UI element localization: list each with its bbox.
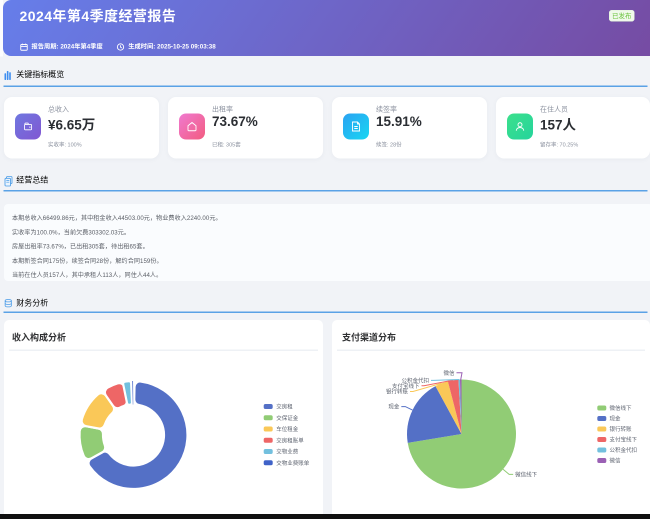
svg-text:微信线下: 微信线下 xyxy=(610,404,633,412)
svg-text:微信: 微信 xyxy=(443,369,455,377)
svg-text:现金: 现金 xyxy=(610,415,622,423)
svg-text:支付宝线下: 支付宝线下 xyxy=(392,382,420,390)
svg-text:交房租: 交房租 xyxy=(276,403,293,411)
svg-text:现金: 现金 xyxy=(388,403,400,411)
svg-text:公积金代扣: 公积金代扣 xyxy=(610,446,638,454)
svg-text:交保证金: 交保证金 xyxy=(276,414,299,422)
svg-text:车位租金: 车位租金 xyxy=(276,425,299,433)
svg-text:公积金代扣: 公积金代扣 xyxy=(401,376,429,384)
svg-text:支付宝线下: 支付宝线下 xyxy=(610,436,638,444)
svg-text:交房租账单: 交房租账单 xyxy=(276,436,304,444)
svg-text:微信线下: 微信线下 xyxy=(515,470,538,478)
svg-text:银行转账: 银行转账 xyxy=(610,425,633,433)
svg-text:银行转账: 银行转账 xyxy=(386,388,409,396)
svg-text:交物业费账单: 交物业费账单 xyxy=(276,459,310,467)
svg-text:微信: 微信 xyxy=(610,457,622,465)
svg-text:交物业费: 交物业费 xyxy=(276,448,299,456)
